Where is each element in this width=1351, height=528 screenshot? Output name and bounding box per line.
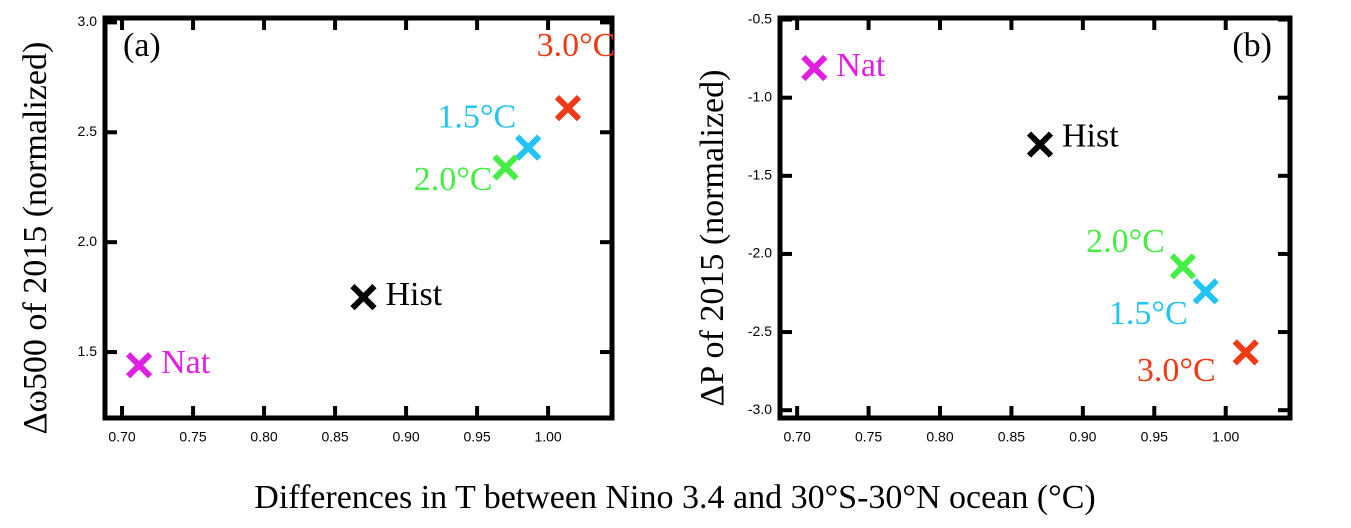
x-tick-label: 0.70 — [108, 429, 135, 445]
point-label: 3.0°C — [537, 27, 616, 64]
y-tick-label: -2.0 — [748, 245, 772, 261]
x-tick-label: 0.85 — [998, 429, 1025, 445]
y-tick-label: -0.5 — [748, 10, 772, 26]
plot-frame — [102, 15, 615, 421]
point-label: Nat — [836, 47, 886, 84]
scatter-point — [492, 154, 519, 181]
scatter-point — [554, 94, 582, 122]
x-tick-label: 0.90 — [392, 429, 419, 445]
x-tick-label: 1.00 — [534, 429, 561, 445]
x-tick-label: 0.90 — [1069, 429, 1096, 445]
scatter-point — [1232, 339, 1259, 366]
panel-label: (b) — [1232, 27, 1272, 64]
y-tick-label: -3.0 — [748, 401, 772, 417]
scatter-point — [1169, 253, 1196, 280]
point-label: Nat — [161, 344, 211, 381]
point-label: 3.0°C — [1137, 352, 1216, 389]
scatter-point — [515, 134, 542, 161]
y-tick-label: 2.0 — [78, 233, 98, 249]
y-tick-label: -2.5 — [748, 323, 772, 339]
scatter-point — [1192, 278, 1219, 305]
x-tick-label: 1.00 — [1212, 429, 1239, 445]
scatter-point — [125, 352, 153, 379]
scatter-point — [801, 54, 828, 82]
x-tick-label: 0.95 — [1141, 429, 1168, 445]
x-tick-label: 0.80 — [250, 429, 277, 445]
point-label: Hist — [1062, 117, 1119, 154]
point-label: 2.0°C — [414, 161, 493, 198]
y-tick-label: 1.5 — [78, 343, 98, 359]
scatter-point — [350, 283, 377, 311]
point-label: Hist — [385, 276, 442, 313]
x-tick-label: 0.85 — [321, 429, 348, 445]
y-axis-title: Δω500 of 2015 (normalized) — [17, 42, 54, 435]
x-tick-label: 0.80 — [926, 429, 953, 445]
y-axis-title: ΔP of 2015 (normalized) — [694, 70, 731, 407]
point-label: 1.5°C — [437, 98, 516, 135]
scatter-point — [1026, 131, 1054, 158]
y-tick-label: -1.0 — [748, 88, 772, 104]
x-tick-label: 0.95 — [463, 429, 490, 445]
x-tick-label: 0.70 — [784, 429, 811, 445]
y-tick-label: 3.0 — [78, 13, 98, 29]
x-tick-label: 0.75 — [855, 429, 882, 445]
x-axis-title: Differences in T between Nino 3.4 and 30… — [254, 479, 1095, 516]
x-tick-label: 0.75 — [179, 429, 206, 445]
point-label: 1.5°C — [1109, 295, 1188, 332]
y-tick-label: 2.5 — [78, 123, 98, 139]
panel-label: (a) — [123, 27, 161, 64]
y-tick-label: -1.5 — [748, 167, 772, 183]
point-label: 2.0°C — [1086, 223, 1165, 260]
plot-frame — [777, 15, 1293, 421]
